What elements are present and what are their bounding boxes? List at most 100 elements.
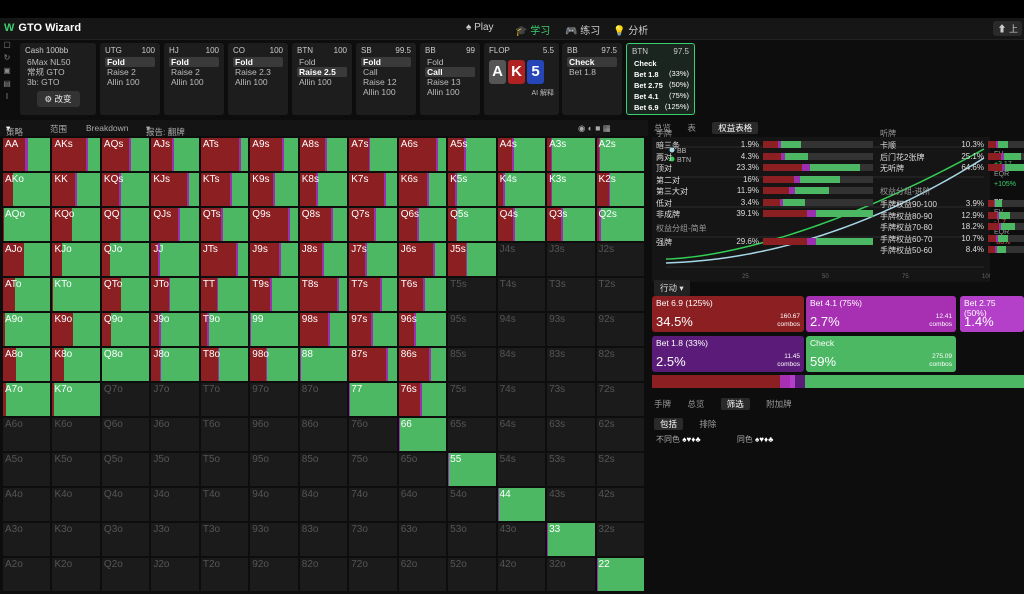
hand-cell[interactable]: K2o bbox=[51, 557, 101, 592]
position-action[interactable]: Raise 2 bbox=[107, 67, 136, 77]
position-action[interactable]: Allin 100 bbox=[171, 77, 204, 87]
hand-cell[interactable]: 52s bbox=[595, 452, 645, 487]
position-action[interactable]: Allin 100 bbox=[363, 87, 396, 97]
hand-cell[interactable]: A5o bbox=[2, 452, 52, 487]
ai-explain-link[interactable]: AI 解释 bbox=[531, 90, 554, 97]
hand-cell[interactable]: T2s bbox=[595, 277, 645, 312]
stat-row[interactable]: 顶对 bbox=[656, 164, 672, 173]
hand-cell[interactable]: 76s bbox=[397, 382, 448, 417]
hand-cell[interactable]: K8s bbox=[298, 172, 349, 207]
action-button-bet-6-9[interactable]: Bet 6.9 (125%) 34.5% 160.67 combos bbox=[652, 296, 804, 332]
hand-cell[interactable]: K2s bbox=[595, 172, 645, 207]
stat-row[interactable]: 手牌权益60-70 bbox=[880, 234, 933, 244]
hand-cell[interactable]: K6s bbox=[397, 172, 448, 207]
hand-cell[interactable]: T6o bbox=[199, 417, 250, 452]
hand-cell[interactable]: T9s bbox=[249, 277, 299, 312]
tab-summary[interactable]: 总览 bbox=[687, 399, 705, 409]
hand-cell[interactable]: 32o bbox=[546, 557, 596, 592]
hand-cell[interactable]: A3o bbox=[2, 522, 52, 557]
stat-row[interactable]: 手牌权益90-100 bbox=[880, 200, 937, 209]
position-action[interactable]: Raise 2.3 bbox=[235, 67, 271, 77]
hand-cell[interactable]: 88 bbox=[298, 347, 349, 382]
hand-cell[interactable]: TT bbox=[199, 277, 250, 312]
hand-cell[interactable]: ATo bbox=[2, 277, 52, 312]
hand-cell[interactable]: 43s bbox=[546, 487, 596, 522]
hand-cell[interactable]: J2o bbox=[150, 557, 200, 592]
hand-cell[interactable]: K6o bbox=[51, 417, 101, 452]
hand-cell[interactable]: 86s bbox=[397, 347, 448, 382]
hand-cell[interactable]: T8s bbox=[298, 277, 349, 312]
hand-cell[interactable]: Q4s bbox=[496, 207, 547, 242]
hand-cell[interactable]: J6s bbox=[397, 242, 448, 277]
hand-cell[interactable]: 62s bbox=[595, 417, 645, 452]
hand-cell[interactable]: AJs bbox=[150, 137, 200, 172]
hand-cell[interactable]: Q2o bbox=[100, 557, 151, 592]
position-action[interactable]: Allin 100 bbox=[427, 87, 460, 97]
hand-cell[interactable]: QQ bbox=[100, 207, 151, 242]
refresh-icon[interactable]: ↻ bbox=[3, 53, 11, 62]
hand-cell[interactable]: J3s bbox=[546, 242, 596, 277]
hand-cell[interactable]: 73s bbox=[546, 382, 596, 417]
position-action[interactable]: Fold bbox=[105, 57, 155, 67]
tab-filter[interactable]: 筛选 bbox=[720, 398, 750, 410]
hand-cell[interactable]: JTo bbox=[150, 277, 200, 312]
btn-node-action[interactable]: Bet 2.75 (50%) bbox=[634, 80, 689, 90]
hand-cell[interactable]: 64s bbox=[496, 417, 547, 452]
hand-cell[interactable]: T3s bbox=[546, 277, 596, 312]
hand-cell[interactable]: 83o bbox=[298, 522, 349, 557]
hand-cell[interactable]: A3s bbox=[546, 137, 596, 172]
position-action[interactable]: Allin 100 bbox=[299, 77, 332, 87]
nav-study[interactable]: 🎓 学习 bbox=[515, 26, 551, 37]
hand-cell[interactable]: Q3s bbox=[546, 207, 596, 242]
hand-cell[interactable]: Q9o bbox=[100, 312, 151, 347]
hand-cell[interactable]: 52o bbox=[447, 557, 497, 592]
hand-cell[interactable]: A9o bbox=[2, 312, 52, 347]
hand-cell[interactable]: KQs bbox=[100, 172, 151, 207]
hand-cell[interactable]: AQs bbox=[100, 137, 151, 172]
nav-practice[interactable]: 🎮 练习 bbox=[565, 26, 601, 37]
hand-cell[interactable]: 85o bbox=[298, 452, 349, 487]
hand-cell[interactable]: 84s bbox=[496, 347, 547, 382]
hand-cell[interactable]: A5s bbox=[447, 137, 497, 172]
hand-cell[interactable]: 73o bbox=[348, 522, 398, 557]
hand-cell[interactable]: A4o bbox=[2, 487, 52, 522]
hand-cell[interactable]: 97o bbox=[249, 382, 299, 417]
hand-cell[interactable]: J9s bbox=[249, 242, 299, 277]
text-icon[interactable]: I bbox=[5, 92, 9, 101]
hand-cell[interactable]: 54o bbox=[447, 487, 497, 522]
hand-cell[interactable]: T5o bbox=[199, 452, 250, 487]
position-card-co[interactable]: CO 100 Fold Raise 2.3 Allin 100 bbox=[228, 43, 288, 115]
hand-cell[interactable]: KK bbox=[51, 172, 101, 207]
hand-cell[interactable]: 65o bbox=[397, 452, 448, 487]
hand-cell[interactable]: J6o bbox=[150, 417, 200, 452]
suit-icons[interactable]: ♠♥♦♣ bbox=[755, 435, 774, 444]
hand-cell[interactable]: 85s bbox=[447, 347, 497, 382]
stat-row[interactable]: 无听牌 bbox=[880, 164, 904, 173]
node-action[interactable]: Bet 1.8 bbox=[569, 67, 596, 77]
hand-cell[interactable]: A6s bbox=[397, 137, 448, 172]
position-action[interactable]: Raise 2 bbox=[171, 67, 200, 77]
position-card-btn[interactable]: BTN 100 Fold Raise 2.5 Allin 100 bbox=[292, 43, 352, 115]
hand-cell[interactable]: K7s bbox=[348, 172, 398, 207]
hand-cell[interactable]: 96s bbox=[397, 312, 448, 347]
stat-row[interactable]: 手牌权益50-60 bbox=[880, 246, 933, 255]
hand-cell[interactable]: J2s bbox=[595, 242, 645, 277]
hand-cell[interactable]: 87o bbox=[298, 382, 349, 417]
hand-cell[interactable]: 33 bbox=[546, 522, 596, 557]
hand-cell[interactable]: J5o bbox=[150, 452, 200, 487]
position-action[interactable]: Allin 100 bbox=[235, 77, 268, 87]
hand-cell[interactable]: 44 bbox=[496, 487, 547, 522]
hand-cell[interactable]: 72o bbox=[348, 557, 398, 592]
stat-row[interactable]: 第二对 bbox=[656, 175, 680, 185]
tab-table[interactable]: 表 bbox=[687, 123, 696, 133]
hand-cell[interactable]: T4s bbox=[496, 277, 547, 312]
hand-cell[interactable]: 94s bbox=[496, 312, 547, 347]
tab-hands[interactable]: 手牌 bbox=[654, 399, 672, 409]
hand-cell[interactable]: 54s bbox=[496, 452, 547, 487]
hand-cell[interactable]: Q5s bbox=[447, 207, 497, 242]
save-icon[interactable]: ▣ bbox=[3, 66, 11, 75]
hand-cell[interactable]: A9s bbox=[249, 137, 299, 172]
hand-cell[interactable]: Q7s bbox=[348, 207, 398, 242]
hand-cell[interactable]: 92s bbox=[595, 312, 645, 347]
position-action[interactable]: Fold bbox=[427, 57, 444, 67]
